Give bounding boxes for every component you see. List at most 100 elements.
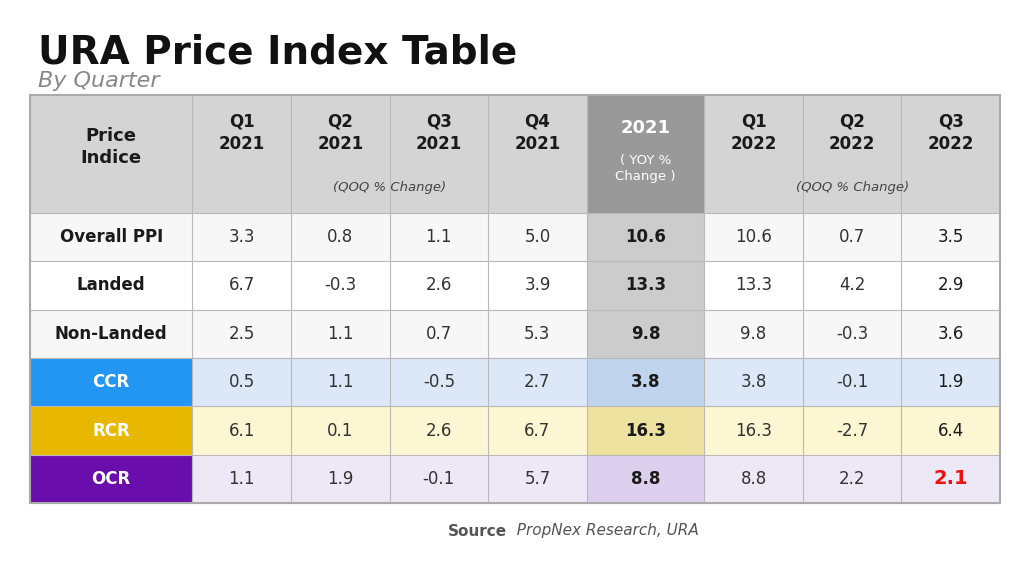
Bar [193,95,291,213]
Bar [30,406,193,455]
Text: Q2
2022: Q2 2022 [829,113,876,153]
Text: 3.6: 3.6 [938,325,964,343]
Text: 9.8: 9.8 [631,325,660,343]
Bar [389,95,488,213]
Text: 2.2: 2.2 [839,470,865,488]
Text: 5.3: 5.3 [524,325,551,343]
Text: 3.8: 3.8 [740,373,767,391]
Text: 10.6: 10.6 [625,228,666,246]
Bar [587,455,705,503]
Text: Q2
2021: Q2 2021 [317,113,364,153]
Bar [291,213,389,261]
Bar [389,406,488,455]
Text: -0.1: -0.1 [423,470,455,488]
Text: RCR: RCR [92,422,130,440]
Text: Landed: Landed [77,276,145,294]
Text: 1.9: 1.9 [938,373,964,391]
Text: CCR: CCR [92,373,130,391]
Text: 0.5: 0.5 [228,373,255,391]
Text: 2.6: 2.6 [426,276,452,294]
Text: Overall PPI: Overall PPI [59,228,163,246]
Text: PropNex Research, URA: PropNex Research, URA [507,524,698,538]
Bar [488,213,587,261]
Text: 3.9: 3.9 [524,276,551,294]
Bar [587,406,705,455]
Bar [901,406,1000,455]
Text: 8.8: 8.8 [740,470,767,488]
Text: URA Price Index Table: URA Price Index Table [38,33,517,71]
Text: -0.5: -0.5 [423,373,455,391]
Bar [193,261,291,310]
Bar [389,213,488,261]
Text: ( YOY %
Change ): ( YOY % Change ) [615,154,676,182]
Bar [901,261,1000,310]
Text: 4.2: 4.2 [839,276,865,294]
Text: 10.6: 10.6 [735,228,772,246]
Bar [291,310,389,358]
Bar [587,261,705,310]
Text: 2.1: 2.1 [934,470,968,488]
Text: 9.8: 9.8 [740,325,767,343]
Bar [587,358,705,406]
Bar [291,261,389,310]
Bar [705,95,803,213]
Text: 13.3: 13.3 [625,276,666,294]
Bar [488,455,587,503]
Text: 1.1: 1.1 [327,373,353,391]
Text: 6.7: 6.7 [228,276,255,294]
Bar [803,213,901,261]
Bar [901,213,1000,261]
Text: 13.3: 13.3 [735,276,772,294]
Text: 5.0: 5.0 [524,228,551,246]
Bar [901,455,1000,503]
Bar [705,213,803,261]
Text: Source: Source [447,524,507,538]
Bar [30,213,193,261]
Text: 6.4: 6.4 [938,422,964,440]
Bar [389,261,488,310]
Text: 3.5: 3.5 [938,228,964,246]
Text: -0.3: -0.3 [836,325,868,343]
Text: 3.8: 3.8 [631,373,660,391]
Text: (QOQ % Change): (QOQ % Change) [333,181,446,194]
Bar [291,455,389,503]
Text: Q3
2021: Q3 2021 [416,113,462,153]
Bar [291,95,389,213]
Text: 2.9: 2.9 [938,276,964,294]
Bar [803,406,901,455]
Text: 1.1: 1.1 [228,470,255,488]
Bar [587,213,705,261]
Bar [488,406,587,455]
Text: 0.7: 0.7 [426,325,452,343]
Bar [193,455,291,503]
Bar [193,406,291,455]
Text: 3.3: 3.3 [228,228,255,246]
Text: -2.7: -2.7 [836,422,868,440]
Text: 1.1: 1.1 [327,325,353,343]
Bar [389,358,488,406]
Bar [389,310,488,358]
Text: 2.6: 2.6 [426,422,452,440]
Bar [803,261,901,310]
Text: 5.7: 5.7 [524,470,551,488]
Bar [30,95,193,213]
Text: Non-Landed: Non-Landed [55,325,168,343]
Text: (QOQ % Change): (QOQ % Change) [796,181,908,194]
Text: By Quarter: By Quarter [38,71,160,91]
Text: 2.7: 2.7 [524,373,551,391]
Bar [30,95,1000,503]
Text: -0.3: -0.3 [325,276,356,294]
Text: 6.1: 6.1 [228,422,255,440]
Bar [705,310,803,358]
Text: 2.5: 2.5 [228,325,255,343]
Bar [193,310,291,358]
Bar [389,455,488,503]
Text: 6.7: 6.7 [524,422,551,440]
Text: 1.9: 1.9 [327,470,353,488]
Text: 0.1: 0.1 [327,422,353,440]
Text: Price
Indice: Price Indice [81,127,141,167]
Bar [488,95,587,213]
Text: -0.1: -0.1 [836,373,868,391]
Text: 0.8: 0.8 [327,228,353,246]
Bar [803,358,901,406]
